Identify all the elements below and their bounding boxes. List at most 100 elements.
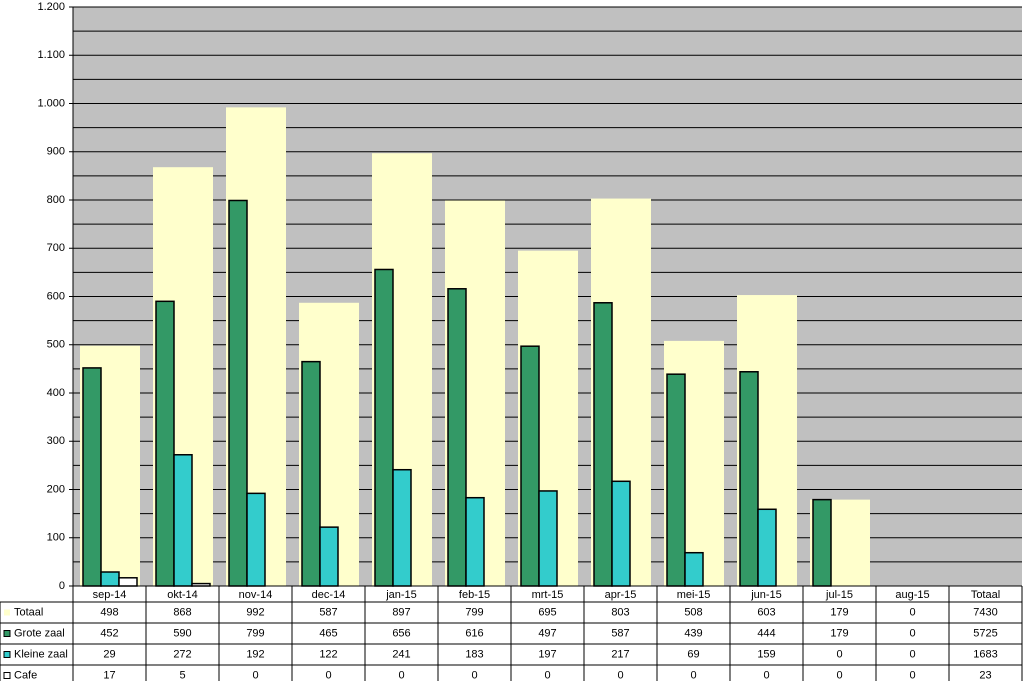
table-cell: 0: [909, 606, 915, 618]
table-cell: 0: [398, 669, 404, 681]
y-tick-label: 600: [47, 290, 65, 302]
legend-key: [3, 651, 11, 658]
bar: [100, 571, 120, 587]
y-tick-label: 1.000: [37, 97, 65, 109]
table-cell: 497: [538, 627, 556, 639]
x-tick-label: okt-14: [167, 589, 198, 601]
legend-label: Kleine zaal: [14, 648, 68, 660]
bar: [228, 199, 248, 587]
table-cell: 197: [538, 648, 556, 660]
bar: [82, 367, 102, 587]
table-cell: 217: [611, 648, 629, 660]
table-cell: 897: [392, 606, 410, 618]
table-cell: 179: [830, 627, 848, 639]
x-tick-label: Totaal: [971, 589, 1000, 601]
table-cell: 590: [173, 627, 191, 639]
x-tick-label: sep-14: [93, 589, 127, 601]
table-cell: 587: [611, 627, 629, 639]
table-cell: 656: [392, 627, 410, 639]
bar: [538, 490, 558, 587]
y-tick-label: 1.100: [37, 49, 65, 61]
table-cell: 5725: [973, 627, 997, 639]
legend-label: Grote zaal: [14, 627, 65, 639]
y-tick-label: 300: [47, 435, 65, 447]
y-tick-label: 1.200: [37, 1, 65, 13]
table-cell: 465: [319, 627, 337, 639]
table-cell: 799: [246, 627, 264, 639]
y-tick-label: 700: [47, 242, 65, 254]
bar: [447, 288, 467, 587]
table-cell: 0: [763, 669, 769, 681]
x-tick-label: jun-15: [750, 589, 782, 601]
bar: [757, 508, 777, 587]
bar: [812, 498, 832, 587]
table-cell: 992: [246, 606, 264, 618]
legend-key: [4, 609, 10, 616]
y-tick-label: 500: [47, 339, 65, 351]
bar: [684, 551, 704, 587]
bar: [392, 468, 412, 587]
table-cell: 17: [103, 669, 115, 681]
x-tick-label: jan-15: [385, 589, 417, 601]
table-cell: 122: [319, 648, 337, 660]
table-cell: 0: [909, 627, 915, 639]
bar: [319, 526, 339, 587]
table-cell: 69: [687, 648, 699, 660]
bar: [173, 454, 193, 587]
bar: [155, 300, 175, 587]
x-tick-label: jul-15: [825, 589, 853, 601]
table-cell: 439: [684, 627, 702, 639]
table-cell: 444: [757, 627, 775, 639]
table-cell: 799: [465, 606, 483, 618]
legend-key: [3, 630, 11, 637]
y-tick-label: 200: [47, 483, 65, 495]
x-tick-label: aug-15: [895, 589, 929, 601]
y-tick-label: 800: [47, 194, 65, 206]
table-cell: 0: [325, 669, 331, 681]
y-tick-label: 900: [47, 146, 65, 158]
bar: [520, 345, 540, 587]
legend-label: Totaal: [14, 606, 43, 618]
x-tick-label: nov-14: [239, 589, 273, 601]
bar: [739, 371, 759, 587]
table-cell: 241: [392, 648, 410, 660]
y-tick-label: 400: [47, 387, 65, 399]
table-cell: 0: [909, 648, 915, 660]
bar: [301, 360, 321, 587]
x-tick-label: feb-15: [459, 589, 490, 601]
x-tick-label: mei-15: [677, 589, 711, 601]
table-cell: 159: [757, 648, 775, 660]
table-cell: 192: [246, 648, 264, 660]
table-cell: 803: [611, 606, 629, 618]
table-cell: 5: [179, 669, 185, 681]
table-cell: 0: [836, 648, 842, 660]
table-cell: 603: [757, 606, 775, 618]
x-tick-label: apr-15: [605, 589, 637, 601]
table-cell: 0: [690, 669, 696, 681]
bar: [611, 480, 631, 587]
legend-label: Cafe: [14, 669, 37, 681]
bar: [666, 373, 686, 587]
table-cell: 0: [617, 669, 623, 681]
table-cell: 0: [471, 669, 477, 681]
table-cell: 179: [830, 606, 848, 618]
y-tick-label: 100: [47, 532, 65, 544]
bar: [374, 268, 394, 587]
table-cell: 0: [252, 669, 258, 681]
bar: [465, 496, 485, 587]
x-tick-label: mrt-15: [532, 589, 564, 601]
table-cell: 1683: [973, 648, 997, 660]
table-cell: 183: [465, 648, 483, 660]
legend-key: [3, 672, 11, 679]
table-cell: 29: [103, 648, 115, 660]
table-cell: 695: [538, 606, 556, 618]
table-cell: 868: [173, 606, 191, 618]
table-cell: 0: [544, 669, 550, 681]
bar: [118, 577, 138, 587]
table-cell: 452: [100, 627, 118, 639]
table-cell: 0: [909, 669, 915, 681]
bar: [593, 302, 613, 587]
table-cell: 498: [100, 606, 118, 618]
table-cell: 23: [979, 669, 991, 681]
bar: [246, 492, 266, 587]
